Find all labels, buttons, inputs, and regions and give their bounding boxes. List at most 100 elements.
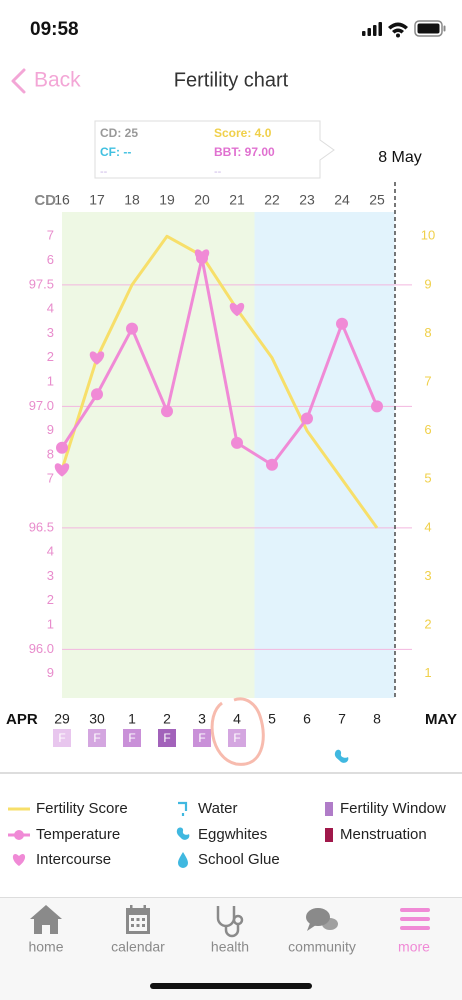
phase-background: [254, 212, 290, 698]
y-tick-label: 96.5: [29, 519, 54, 534]
tooltip-bbt-detail: --: [214, 166, 222, 178]
tab-label[interactable]: home: [28, 939, 63, 955]
legend-heart: [12, 854, 26, 866]
y-tick-label: 7: [47, 228, 54, 243]
y-tick-label: 96.0: [29, 641, 54, 656]
y-tick-label: 9: [47, 665, 54, 680]
x-tick-label: 20: [194, 192, 210, 208]
y-tick-label: 2: [47, 349, 54, 364]
fertility-day: [123, 729, 141, 747]
data-point: [56, 441, 68, 454]
intercourse-heart: [89, 351, 105, 365]
y2-tick-label: 4: [424, 519, 431, 534]
legend-label: Fertility Window: [340, 800, 446, 817]
data-point: [231, 436, 243, 449]
tab-icon[interactable]: [30, 905, 62, 934]
tab-label[interactable]: community: [288, 939, 356, 955]
x-tick-label: 25: [369, 192, 385, 208]
y2-tick-label: 8: [424, 325, 431, 340]
x-tick-label: 17: [89, 192, 105, 208]
y-tick-label: 1: [47, 617, 54, 632]
legend-icon: [176, 827, 190, 840]
y2-tick-label: 3: [424, 568, 431, 583]
x-tick-label: 21: [229, 192, 245, 208]
date-label: 3: [198, 711, 206, 727]
status-icons: [362, 20, 446, 38]
fertility-day-label: F: [58, 731, 65, 745]
series-line: [60, 256, 379, 467]
date-label: 30: [89, 711, 105, 727]
fertility-day-label: F: [128, 731, 135, 745]
y2-tick-label: 2: [424, 617, 431, 632]
legend-dot: [14, 830, 24, 840]
legend-label: Temperature: [36, 826, 120, 843]
eggwhites-icon: [334, 749, 349, 763]
x-tick-label: 24: [334, 192, 350, 208]
y2-tick-label: 1: [424, 665, 431, 680]
tab-label[interactable]: more: [398, 939, 430, 955]
data-point: [336, 317, 348, 330]
fertility-day-label: F: [233, 731, 240, 745]
legend-label: Water: [198, 800, 237, 817]
back-button[interactable]: Back: [11, 68, 81, 94]
legend-swatch: [325, 828, 333, 842]
fertility-day: [228, 729, 246, 747]
intercourse-heart: [194, 249, 210, 263]
tab-icon[interactable]: [216, 906, 244, 938]
x-tick-label: 18: [124, 192, 140, 208]
y-tick-label: 97.5: [29, 276, 54, 291]
tooltip-cf-detail: --: [100, 166, 108, 178]
tab-label[interactable]: calendar: [111, 939, 165, 955]
y2-tick-label: 5: [424, 471, 431, 486]
x-tick-label: 22: [264, 192, 280, 208]
date-label: 7: [338, 711, 346, 727]
home-indicator: [150, 983, 312, 989]
date-label: 6: [303, 711, 311, 727]
nav-title: Fertility chart: [174, 69, 289, 91]
tooltip-box: [94, 120, 335, 179]
start-month: APR: [6, 711, 38, 728]
data-point: [301, 412, 313, 425]
date-label: 2: [163, 711, 171, 727]
fertility-day: [193, 729, 211, 747]
date-label: 5: [268, 711, 276, 727]
date-label: 8: [373, 711, 381, 727]
x-tick-label: 16: [54, 192, 70, 208]
legend-swatch: [325, 802, 333, 816]
y-tick-label: 6: [47, 252, 54, 267]
date-label: 29: [54, 711, 70, 727]
tab-icon[interactable]: [400, 908, 430, 930]
x-tick-label: 23: [299, 192, 315, 208]
x-tick-label: 19: [159, 192, 175, 208]
tab-icon[interactable]: [306, 908, 338, 931]
tooltip-bbt: BBT: 97.00: [214, 145, 275, 159]
intercourse-heart: [54, 463, 70, 477]
data-point: [126, 322, 138, 335]
tab-icon[interactable]: [126, 905, 150, 934]
phase-background: [62, 212, 80, 698]
fertility-day-label: F: [163, 731, 170, 745]
tab-labels: home calendar health community more: [28, 939, 430, 955]
plot: 7697.5432197.098796.5432196.091098765432…: [29, 192, 435, 698]
phase-background: [114, 212, 150, 698]
y-tick-label: 3: [47, 325, 54, 340]
x-axis-label: CD: [34, 192, 56, 209]
phase-background: [324, 212, 360, 698]
series-line: [60, 234, 379, 529]
y-tick-label: 97.0: [29, 398, 54, 413]
y-tick-label: 4: [47, 544, 54, 559]
legend-label: Fertility Score: [36, 800, 128, 817]
fertility-day-label: F: [93, 731, 100, 745]
annotation-circle: [210, 697, 265, 766]
y2-tick-label: 10: [421, 228, 435, 243]
fertility-day: [53, 729, 71, 747]
tooltip-cf: CF: --: [100, 145, 131, 159]
y-tick-label: 7: [47, 471, 54, 486]
tab-label[interactable]: health: [211, 939, 249, 955]
phase-background: [79, 212, 115, 698]
phase-background: [359, 212, 395, 698]
end-month: MAY: [425, 711, 457, 728]
legend-label: Intercourse: [36, 851, 111, 868]
